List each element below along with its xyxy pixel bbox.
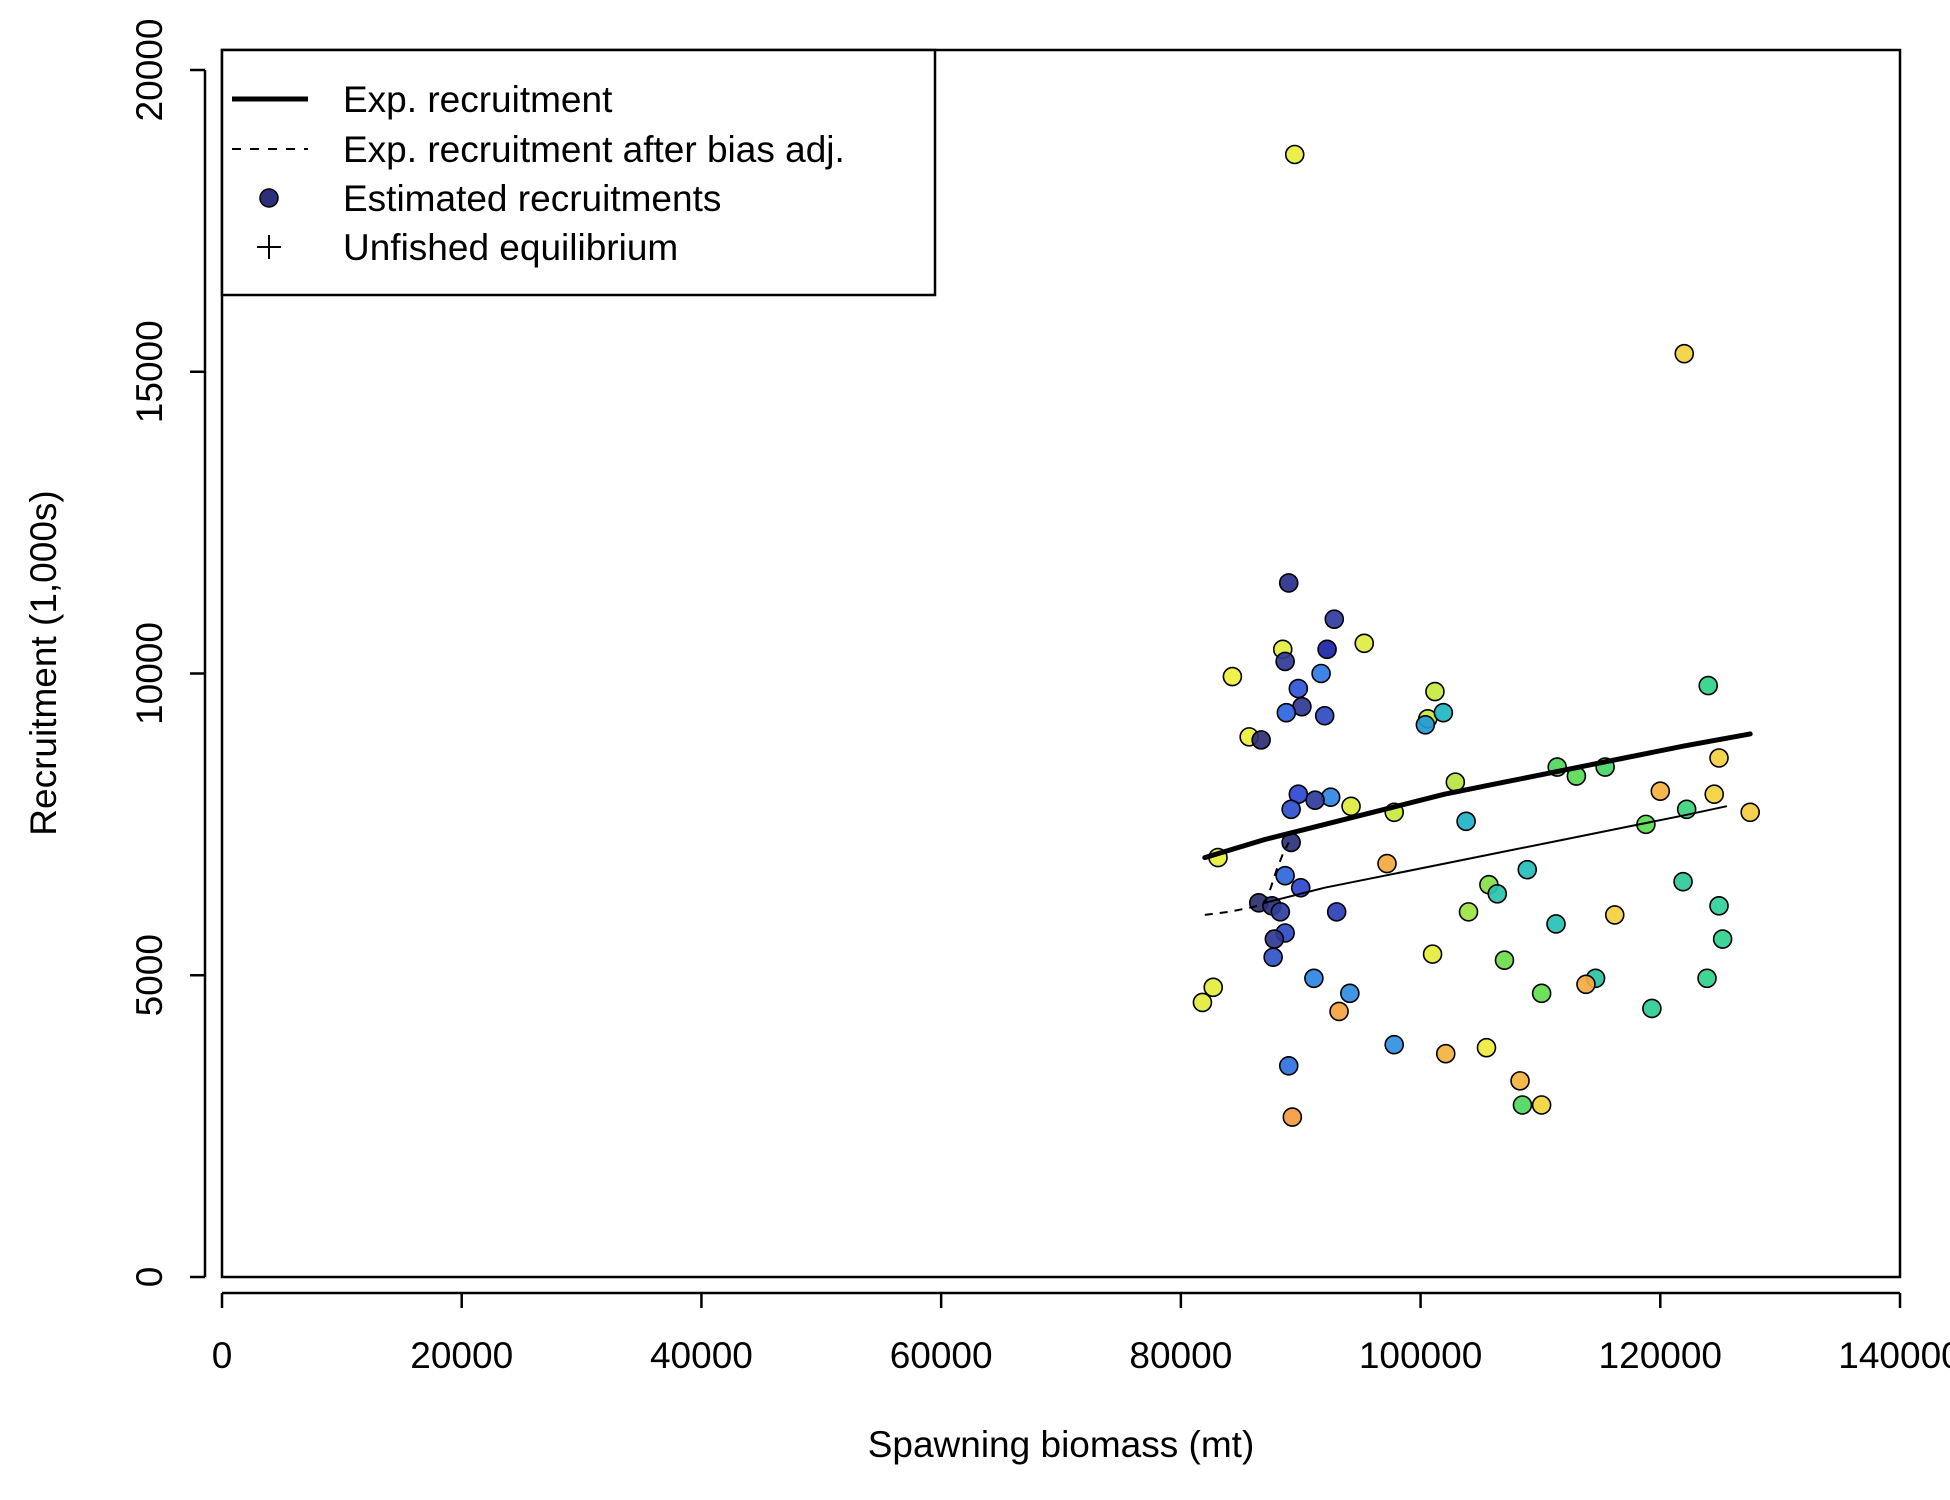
- x-tick-label: 100000: [1359, 1335, 1482, 1376]
- data-point: [1642, 998, 1662, 1019]
- data-point: [1281, 799, 1301, 820]
- data-point: [1251, 730, 1271, 750]
- data-point: [1458, 902, 1479, 922]
- data-point: [1673, 871, 1693, 892]
- legend-plus-swatch: [257, 235, 281, 259]
- plot-frame: [220, 48, 1902, 1279]
- x-tick-label: 0: [212, 1335, 233, 1376]
- x-tick-label: 80000: [1129, 1335, 1232, 1376]
- data-point: [1384, 1034, 1405, 1055]
- y-tick-label: 10000: [129, 622, 170, 725]
- data-point: [1704, 784, 1725, 805]
- data-point: [1531, 983, 1552, 1004]
- data-point: [1510, 1071, 1530, 1091]
- data-point: [1341, 796, 1361, 817]
- legend-label-estimated-recruitments: Estimated recruitments: [343, 178, 721, 219]
- data-point: [1435, 1043, 1456, 1064]
- data-point: [1698, 675, 1719, 696]
- y-tick-label: 5000: [129, 934, 170, 1016]
- x-tick-label: 140000: [1838, 1335, 1950, 1376]
- data-point: [1275, 651, 1295, 672]
- legend: Exp. recruitment Exp. recruitment after …: [220, 48, 937, 297]
- data-point: [1304, 968, 1324, 989]
- legend-label-exp-recruitment-bias-adj: Exp. recruitment after bias adj.: [343, 129, 845, 170]
- series-line-bias-adjusted: [1263, 805, 1728, 904]
- data-point: [1192, 992, 1213, 1013]
- data-point: [1270, 902, 1291, 922]
- y-axis: 0 5000 10000 15000 20000: [129, 19, 207, 1288]
- data-point: [1709, 748, 1729, 768]
- data-point: [1604, 905, 1625, 925]
- data-point: [1487, 883, 1508, 904]
- data-point: [1425, 681, 1445, 702]
- data-point: [1314, 705, 1335, 726]
- data-point: [1422, 944, 1443, 964]
- data-point: [1674, 343, 1695, 364]
- data-point: [1476, 1037, 1497, 1058]
- data-point: [1275, 865, 1295, 886]
- data-point: [1517, 859, 1538, 880]
- data-point: [1456, 811, 1476, 832]
- x-tick-label: 40000: [650, 1335, 753, 1376]
- legend-label-unfished-equilibrium: Unfished equilibrium: [343, 227, 678, 268]
- data-point: [1326, 902, 1347, 922]
- y-axis-title: Recruitment (1,000s): [23, 490, 64, 835]
- y-tick-label: 20000: [129, 19, 170, 122]
- lines-layer: [1202, 731, 1753, 916]
- data-point: [1278, 1055, 1299, 1076]
- data-point: [1712, 929, 1733, 949]
- x-tick-label: 120000: [1599, 1335, 1722, 1376]
- series-line-bias-ramp: [1204, 842, 1290, 916]
- data-point: [1494, 950, 1515, 970]
- legend-label-exp-recruitment: Exp. recruitment: [343, 79, 613, 120]
- data-point: [1317, 639, 1337, 660]
- data-point: [1203, 977, 1224, 998]
- data-point: [1305, 790, 1325, 811]
- data-point: [1311, 663, 1331, 684]
- data-point: [1263, 947, 1283, 967]
- data-point: [1284, 144, 1305, 165]
- legend-point-swatch: [259, 188, 279, 208]
- data-point: [1340, 983, 1360, 1004]
- x-tick-label: 60000: [890, 1335, 993, 1376]
- data-point: [1697, 968, 1717, 989]
- data-point: [1282, 1107, 1303, 1127]
- data-point: [1546, 914, 1566, 934]
- data-point: [1650, 781, 1671, 801]
- data-point: [1433, 702, 1454, 723]
- y-tick-label: 0: [129, 1267, 170, 1288]
- data-point: [1512, 1095, 1533, 1115]
- legend-box: [220, 48, 937, 297]
- data-point: [1324, 609, 1345, 629]
- x-axis-title: Spawning biomass (mt): [868, 1424, 1255, 1465]
- data-point: [1222, 666, 1243, 687]
- data-point: [1276, 702, 1297, 723]
- data-point: [1377, 853, 1397, 874]
- x-tick-label: 20000: [410, 1335, 513, 1376]
- data-point: [1354, 633, 1375, 654]
- x-axis: 0 20000 40000 60000 80000 100000 120000 140000: [212, 1291, 1950, 1376]
- series-line-exp-recruitment: [1202, 731, 1753, 861]
- data-point: [1329, 1001, 1349, 1022]
- data-point: [1288, 678, 1309, 699]
- data-point: [1264, 929, 1285, 949]
- points-layer: [1192, 144, 1760, 1127]
- data-point: [1278, 573, 1299, 593]
- data-point: [1576, 974, 1596, 995]
- data-point: [1415, 714, 1436, 735]
- data-point: [1740, 802, 1760, 823]
- data-point: [1709, 896, 1729, 916]
- data-point: [1531, 1095, 1552, 1115]
- y-tick-label: 15000: [129, 320, 170, 423]
